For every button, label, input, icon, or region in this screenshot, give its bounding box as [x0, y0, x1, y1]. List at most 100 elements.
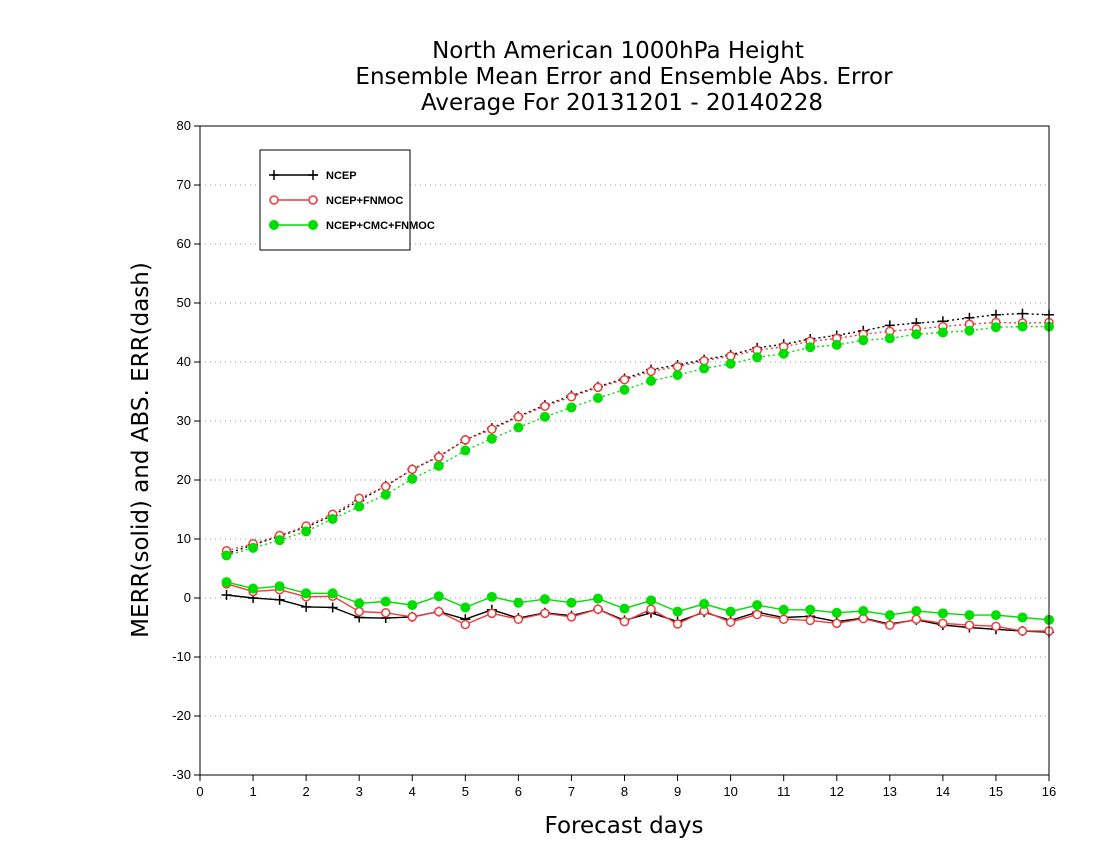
y-tick-label: 10 [177, 531, 191, 546]
series-ncep-cmc-fnmoc-merr-point [884, 610, 895, 621]
series-ncep-cmc-fnmoc-abs-err-point [513, 422, 524, 433]
series-ncep-fnmoc-abs-err-point [646, 366, 656, 377]
y-tick-label: 70 [177, 177, 191, 192]
title-line-3: Average For 20131201 - 20140228 [421, 90, 823, 116]
series-ncep-fnmoc-merr-point [407, 612, 417, 622]
series-ncep-cmc-fnmoc-merr-point [672, 606, 683, 617]
x-tick-label: 1 [249, 784, 256, 799]
x-tick-label: 14 [936, 784, 950, 799]
series-ncep-cmc-fnmoc-abs-err-point [778, 348, 789, 359]
series-ncep-fnmoc-merr-point [513, 614, 524, 624]
series-ncep-cmc-fnmoc-merr-point [248, 583, 259, 594]
series-ncep-cmc-fnmoc-abs-err-point [354, 501, 365, 512]
series-ncep-cmc-fnmoc-merr-point [990, 610, 1001, 621]
series-ncep-fnmoc-merr-point [725, 617, 736, 627]
x-tick-label: 6 [515, 784, 522, 799]
series-ncep-cmc-fnmoc-abs-err-point [672, 369, 683, 380]
series-ncep-fnmoc-merr-point [434, 606, 444, 617]
series-ncep-cmc-fnmoc-merr-point [380, 596, 391, 607]
series-ncep-cmc-fnmoc-merr-point [460, 602, 471, 613]
legend: NCEP NCEP+FNMOC NCEP+CMC+FNMOC [259, 149, 435, 251]
series-ncep-merr-point [327, 602, 338, 613]
series-ncep-cmc-fnmoc-merr-point [354, 598, 365, 609]
series-ncep-fnmoc-abs-err-point [513, 412, 524, 422]
series-layer [221, 308, 1054, 638]
series-ncep-fnmoc-abs-err-point [619, 374, 630, 385]
y-tick-label: -20 [172, 708, 191, 723]
y-tick-label: 0 [184, 590, 191, 605]
series-ncep-fnmoc-merr-point [752, 609, 762, 620]
y-tick-label: 40 [177, 354, 191, 369]
series-ncep-cmc-fnmoc-merr-point [566, 597, 577, 608]
series-ncep-cmc-fnmoc-abs-err-point [937, 327, 948, 338]
series-ncep-cmc-fnmoc-merr-point [221, 577, 232, 588]
series-ncep-cmc-fnmoc-abs-err-point [911, 329, 922, 340]
series-ncep-cmc-fnmoc-abs-err-point [539, 411, 550, 422]
series-ncep-cmc-fnmoc-abs-err-point [990, 322, 1001, 333]
series-ncep-cmc-fnmoc-abs-err-point [699, 363, 710, 374]
series-ncep-fnmoc-merr-point [460, 619, 471, 630]
series-ncep-cmc-fnmoc-abs-err-point [805, 342, 816, 353]
series-ncep-fnmoc-merr-point [832, 618, 842, 629]
series-ncep-fnmoc-merr-point [1017, 626, 1028, 636]
legend-ncep-cmc-fnmoc-marker-left [269, 220, 279, 230]
series-ncep-fnmoc-merr-point [354, 606, 364, 617]
y-tick-label: 50 [177, 295, 191, 310]
x-tick-label: 7 [568, 784, 575, 799]
series-ncep-fnmoc-abs-err-point [460, 435, 471, 445]
series-ncep-cmc-fnmoc-merr-point [592, 593, 603, 604]
series-ncep-fnmoc-merr-point [593, 604, 603, 614]
series-ncep-cmc-fnmoc-abs-err-line [226, 325, 1049, 557]
series-ncep-cmc-fnmoc-merr-point [699, 598, 710, 609]
series-ncep-cmc-fnmoc-abs-err-point [752, 352, 763, 363]
series-ncep-fnmoc-merr-line [226, 583, 1049, 632]
y-axis-label: MERR(solid) and ABS. ERR(dash) [128, 262, 154, 638]
series-ncep-cmc-fnmoc-merr-point [274, 581, 285, 592]
series-ncep-cmc-fnmoc-abs-err-point [380, 489, 391, 500]
series-ncep-fnmoc-abs-err-point [487, 424, 497, 435]
x-tick-label: 9 [674, 784, 681, 799]
series-ncep-cmc-fnmoc-merr-point [646, 595, 657, 606]
series-ncep-cmc-fnmoc-abs-err-point [327, 513, 338, 524]
title-line-2: Ensemble Mean Error and Ensemble Abs. Er… [355, 64, 893, 90]
series-ncep-cmc-fnmoc-merr-point [513, 597, 524, 608]
series-ncep-merr-point [301, 601, 312, 612]
series-ncep-fnmoc-merr-point [778, 614, 789, 624]
series-ncep-cmc-fnmoc-abs-err-point [1017, 321, 1028, 332]
legend-ncep-marker-right [308, 170, 318, 180]
legend-ncep-label: NCEP [326, 170, 357, 182]
x-axis-label: Forecast days [545, 813, 704, 839]
series-ncep-fnmoc-merr-point [885, 620, 895, 630]
series-ncep-cmc-fnmoc-abs-err-point [301, 526, 312, 537]
series-ncep-cmc-fnmoc-abs-err-point [274, 535, 285, 546]
legend-ncep-fnmoc-label: NCEP+FNMOC [326, 195, 403, 207]
series-ncep-fnmoc-merr-point [646, 604, 656, 614]
legend-ncep-cmc-fnmoc-marker-right [308, 220, 318, 230]
y-tick-label: -10 [172, 649, 191, 664]
x-tick-label: 11 [777, 784, 791, 799]
x-tick-label: 5 [462, 784, 469, 799]
x-tick-label: 2 [303, 784, 310, 799]
series-ncep-cmc-fnmoc-merr-point [301, 588, 312, 599]
grid [200, 184, 1049, 717]
series-ncep-cmc-fnmoc-merr-point [964, 610, 975, 621]
series-ncep-cmc-fnmoc-merr-point [778, 604, 789, 615]
chart-title: North American 1000hPa Height Ensemble M… [355, 38, 893, 116]
series-ncep-fnmoc-abs-err-line [226, 321, 1050, 552]
series-ncep-fnmoc-abs-err-point [593, 382, 603, 393]
y-tick-label: 60 [177, 236, 191, 251]
series-ncep-cmc-fnmoc-merr-point [805, 604, 816, 615]
series-ncep-fnmoc-abs-err-point [434, 452, 444, 462]
series-ncep-fnmoc-merr-point [964, 620, 975, 630]
series-ncep-fnmoc-merr-point [619, 616, 630, 627]
series-ncep-cmc-fnmoc-merr-point [619, 603, 630, 614]
x-tick-label: 12 [830, 784, 844, 799]
legend-ncep-cmc-fnmoc-label: NCEP+CMC+FNMOC [326, 220, 435, 232]
series-ncep-cmc-fnmoc-merr-point [858, 605, 869, 616]
x-tick-label: 8 [621, 784, 628, 799]
series-ncep-cmc-fnmoc-merr-point [407, 600, 418, 611]
legend-ncep-fnmoc-marker-left [269, 195, 279, 205]
series-ncep-cmc-fnmoc-abs-err-point [884, 333, 895, 344]
